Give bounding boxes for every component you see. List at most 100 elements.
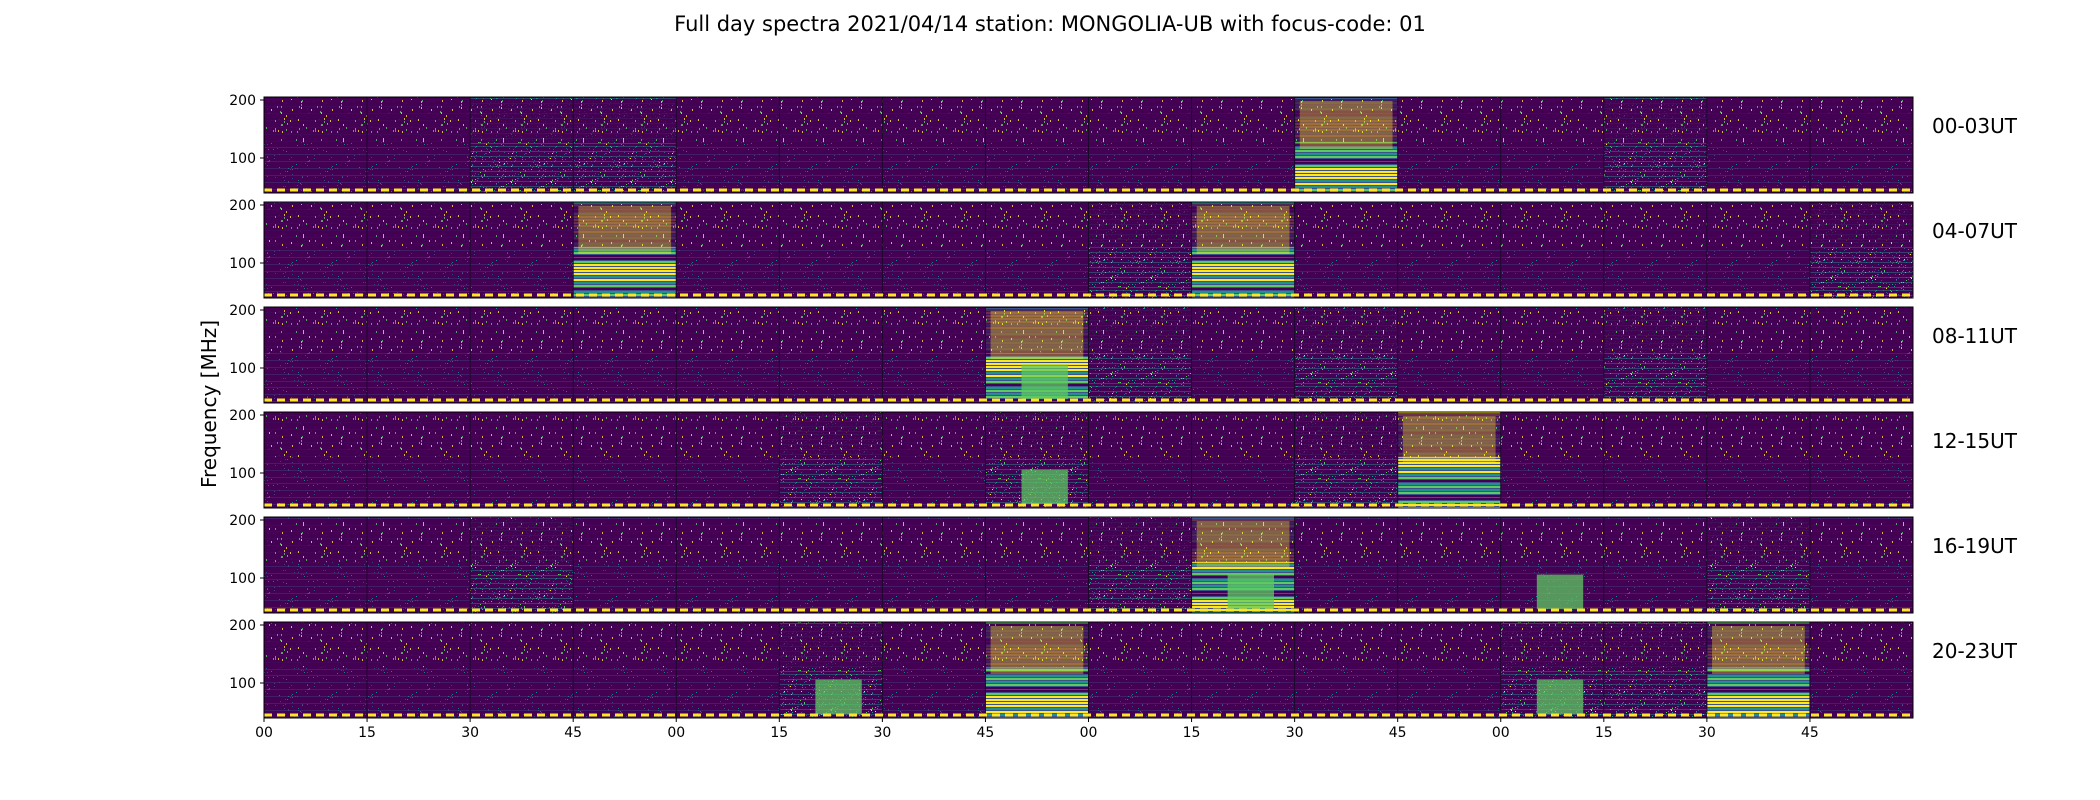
- x-tick-label: 15: [358, 725, 376, 741]
- upper-band-speckles: [573, 204, 677, 248]
- y-tick-label: 100: [229, 151, 256, 167]
- upper-band-speckles: [882, 624, 986, 668]
- upper-band-speckles: [264, 99, 368, 143]
- low-band-burst: [1536, 679, 1584, 715]
- burst-band: [1299, 101, 1393, 149]
- upper-band-speckles: [1603, 624, 1707, 668]
- low-band-burst: [1021, 469, 1068, 505]
- upper-band-speckles: [882, 99, 986, 143]
- upper-band-speckles: [1603, 309, 1707, 353]
- upper-band-speckles: [676, 414, 780, 458]
- upper-band-speckles: [573, 519, 677, 563]
- upper-band-speckles: [779, 309, 883, 353]
- x-tick-label: 00: [255, 725, 273, 741]
- upper-band-speckles: [985, 519, 1089, 563]
- x-tick-label: 45: [1801, 725, 1819, 741]
- panel-frame: [263, 516, 1914, 614]
- upper-band-speckles: [1809, 204, 1913, 248]
- burst-band: [1196, 521, 1290, 569]
- upper-band-speckles: [1191, 309, 1295, 353]
- upper-band-speckles: [1500, 99, 1604, 143]
- upper-band-speckles: [470, 309, 574, 353]
- burst-band: [578, 206, 672, 254]
- panel-frame: [263, 411, 1914, 509]
- x-tick-label: 00: [1492, 725, 1510, 741]
- upper-band-speckles: [1088, 624, 1192, 668]
- spectra-row: 200 100 12-15UT: [229, 408, 2018, 509]
- upper-band-speckles: [779, 204, 883, 248]
- upper-band-speckles: [573, 99, 677, 143]
- upper-band-speckles: [676, 519, 780, 563]
- chart-title: Full day spectra 2021/04/14 station: MON…: [674, 12, 1426, 36]
- upper-band-speckles: [1706, 624, 1810, 668]
- upper-band-speckles: [367, 204, 471, 248]
- spectra-row: 200 100 16-19UT: [229, 513, 2018, 614]
- upper-band-speckles: [1397, 309, 1501, 353]
- upper-band-speckles: [1706, 414, 1810, 458]
- upper-band-speckles: [1294, 99, 1398, 143]
- upper-band-speckles: [1294, 414, 1398, 458]
- upper-band-speckles: [1500, 519, 1604, 563]
- panel-frame: [263, 201, 1914, 299]
- upper-band-speckles: [1088, 204, 1192, 248]
- panel-frame: [263, 96, 1914, 194]
- x-tick-label: 15: [1183, 725, 1201, 741]
- x-tick-label: 45: [564, 725, 582, 741]
- x-tick-label: 30: [873, 725, 891, 741]
- upper-band-speckles: [367, 414, 471, 458]
- y-tick-label: 100: [229, 676, 256, 692]
- low-band-burst: [1021, 364, 1068, 400]
- x-tick-label: 15: [770, 725, 788, 741]
- upper-band-speckles: [676, 204, 780, 248]
- x-tick-label: 45: [1389, 725, 1407, 741]
- x-tick-label: 30: [461, 725, 479, 741]
- upper-band-speckles: [1191, 519, 1295, 563]
- upper-band-speckles: [676, 624, 780, 668]
- burst-band: [1402, 416, 1496, 464]
- upper-band-speckles: [1603, 519, 1707, 563]
- upper-band-speckles: [1191, 414, 1295, 458]
- upper-band-speckles: [367, 519, 471, 563]
- upper-band-speckles: [573, 624, 677, 668]
- upper-band-speckles: [779, 414, 883, 458]
- upper-band-speckles: [1088, 519, 1192, 563]
- upper-band-speckles: [264, 204, 368, 248]
- upper-band-speckles: [1706, 519, 1810, 563]
- upper-band-speckles: [1294, 624, 1398, 668]
- upper-band-speckles: [1397, 414, 1501, 458]
- upper-band-speckles: [470, 99, 574, 143]
- upper-band-speckles: [985, 309, 1089, 353]
- y-tick-label: 200: [229, 93, 256, 109]
- upper-band-speckles: [1397, 204, 1501, 248]
- upper-band-speckles: [1500, 204, 1604, 248]
- upper-band-speckles: [1294, 519, 1398, 563]
- y-tick-label: 200: [229, 303, 256, 319]
- upper-band-speckles: [1809, 519, 1913, 563]
- x-tick-label: 00: [667, 725, 685, 741]
- upper-band-speckles: [985, 204, 1089, 248]
- burst-band: [1196, 206, 1290, 254]
- upper-band-speckles: [573, 414, 677, 458]
- low-band-burst: [1536, 574, 1584, 610]
- upper-band-speckles: [1603, 204, 1707, 248]
- upper-band-speckles: [367, 624, 471, 668]
- upper-band-speckles: [985, 624, 1089, 668]
- upper-band-speckles: [264, 624, 368, 668]
- upper-band-speckles: [1191, 99, 1295, 143]
- y-tick-label: 100: [229, 571, 256, 587]
- upper-band-speckles: [882, 414, 986, 458]
- upper-band-speckles: [367, 99, 471, 143]
- upper-band-speckles: [1603, 99, 1707, 143]
- upper-band-speckles: [1500, 309, 1604, 353]
- y-tick-label: 100: [229, 256, 256, 272]
- y-tick-label: 100: [229, 361, 256, 377]
- spectra-row: 200 100 04-07UT: [229, 198, 2018, 299]
- burst-band: [990, 626, 1084, 674]
- upper-band-speckles: [779, 519, 883, 563]
- x-tick-label: 30: [1286, 725, 1304, 741]
- upper-band-speckles: [1191, 624, 1295, 668]
- row-label: 12-15UT: [1932, 429, 2018, 453]
- x-axis-ticks: 00 15 30 45 00 15 30 45 00 15 30 45 00 15 30 45: [255, 718, 1819, 741]
- upper-band-speckles: [779, 99, 883, 143]
- upper-band-speckles: [1500, 414, 1604, 458]
